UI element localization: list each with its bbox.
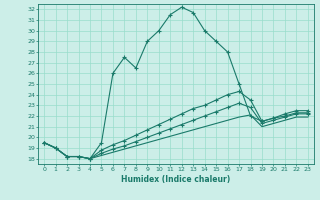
X-axis label: Humidex (Indice chaleur): Humidex (Indice chaleur) [121, 175, 231, 184]
